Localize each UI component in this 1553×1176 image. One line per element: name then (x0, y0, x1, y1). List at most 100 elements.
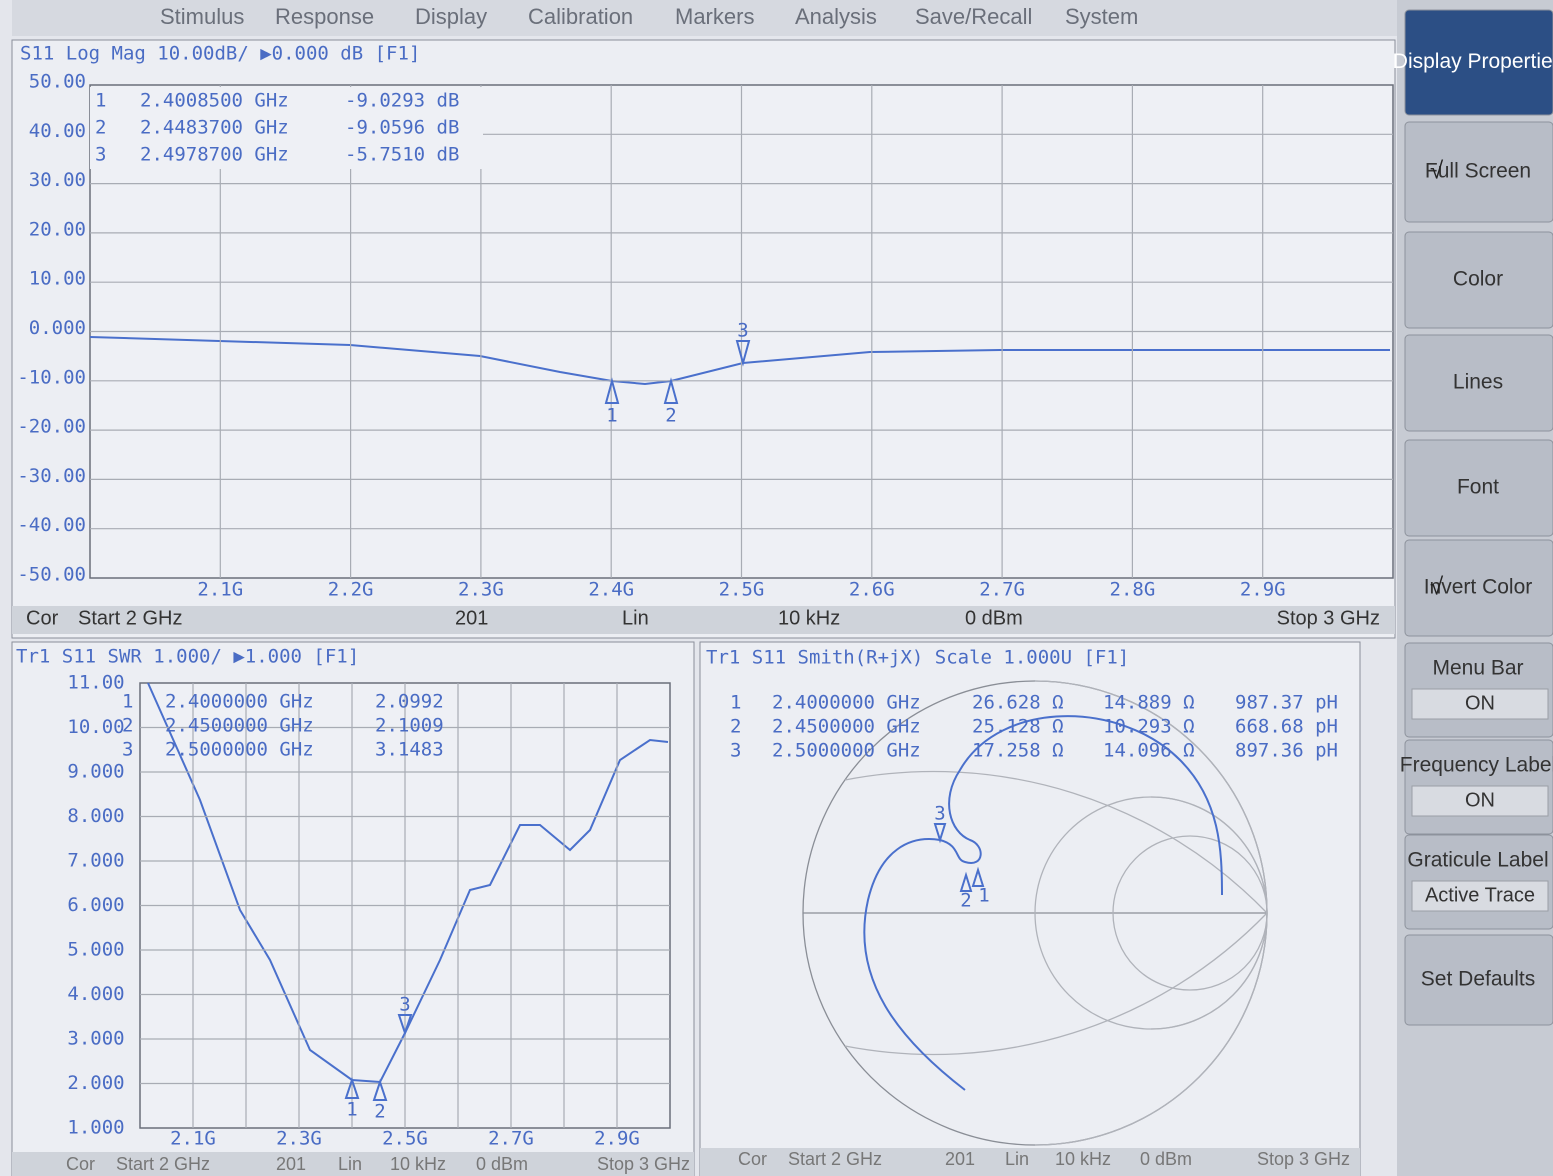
smith-status-bar (700, 1148, 1360, 1176)
marker-readout: 2.4008500 GHz (140, 90, 289, 112)
status-field: 0 dBm (1140, 1149, 1192, 1169)
menu-item: Save/Recall (915, 4, 1032, 29)
menu-item: Calibration (528, 4, 633, 29)
y-label: 20.00 (29, 218, 86, 240)
y-label: 11.00 (67, 672, 124, 694)
swr-trace (147, 682, 669, 1084)
y-label: 1.000 (67, 1117, 124, 1139)
top-status-bar (12, 606, 1395, 634)
status-field: 201 (455, 607, 488, 629)
menu-item: Analysis (795, 4, 877, 29)
status-field: Start 2 GHz (78, 607, 182, 629)
softkey[interactable] (1404, 231, 1553, 329)
marker-readout: 2.4500000 GHz (165, 715, 314, 737)
softkey[interactable] (1404, 121, 1553, 223)
x-label: 2.7G (488, 1128, 534, 1150)
menu-item: Stimulus (160, 4, 244, 29)
marker-readout: 26.628 Ω (972, 692, 1064, 714)
menu-bar (12, 0, 1397, 36)
swr-status-bar (12, 1152, 694, 1176)
x-label: 2.5G (382, 1128, 428, 1150)
marker-symbol (344, 1076, 360, 1099)
marker-readout: 14.889 Ω (1103, 692, 1195, 714)
marker-readout: 2 (122, 715, 133, 737)
marker-readout: 2.0992 (375, 691, 444, 713)
status-field: Cor (66, 1154, 95, 1174)
marker-readout: 668.68 pH (1235, 716, 1338, 738)
marker-table (90, 87, 483, 169)
marker-symbol (663, 377, 679, 404)
marker-readout: 2.4483700 GHz (140, 117, 289, 139)
y-label: -10.00 (17, 366, 86, 388)
marker-symbol (933, 823, 947, 844)
softkey[interactable] (1404, 439, 1553, 537)
marker-readout: 2.4978700 GHz (140, 144, 289, 166)
marker-readout: 10.293 Ω (1103, 716, 1195, 738)
softkey[interactable] (1404, 334, 1553, 432)
marker-readout: 2.4000000 GHz (772, 692, 921, 714)
x-label: 2.8G (1110, 579, 1156, 601)
marker-readout: 3 (730, 740, 741, 762)
marker-readout: 17.258 Ω (972, 740, 1064, 762)
y-label: 7.000 (67, 850, 124, 872)
marker-readout: 2.1009 (375, 715, 444, 737)
softkey-label: Color (1453, 268, 1503, 291)
smith-panel (699, 641, 1361, 1176)
y-label: 8.000 (67, 805, 124, 827)
x-label: 2.3G (458, 579, 504, 601)
marker-readout: 2.4500000 GHz (772, 716, 921, 738)
x-label: 2.2G (328, 579, 374, 601)
softkey-value: ON (1465, 692, 1495, 714)
status-field: 201 (945, 1149, 975, 1169)
x-label: 2.5G (719, 579, 765, 601)
softkey-value: Active Trace (1425, 884, 1535, 906)
y-label: 30.00 (29, 169, 86, 191)
status-field: Cor (738, 1149, 767, 1169)
menu-item-hit[interactable] (12, 0, 1397, 36)
marker-readout: 2.4000000 GHz (165, 691, 314, 713)
status-field: Cor (26, 607, 59, 629)
softkey (1404, 9, 1553, 116)
status-field: 10 kHz (778, 607, 840, 629)
x-label: 2.1G (197, 579, 243, 601)
status-field: 0 dBm (476, 1154, 528, 1174)
x-label: 2.9G (594, 1128, 640, 1150)
y-label: -50.00 (17, 564, 86, 586)
status-field: Start 2 GHz (116, 1154, 210, 1174)
status-field: Stop 3 GHz (1257, 1149, 1350, 1169)
y-label: 10.00 (67, 716, 124, 738)
marker-symbol (959, 871, 973, 892)
marker-readout: 2 (730, 716, 741, 738)
marker-tag: 3 (934, 803, 945, 825)
softkey[interactable] (1404, 539, 1553, 637)
y-label: -20.00 (17, 416, 86, 438)
marker-readout: -5.7510 dB (345, 144, 459, 166)
softkey-label: Set Defaults (1421, 968, 1535, 991)
status-field: 201 (276, 1154, 306, 1174)
softkey-check: √ (1430, 157, 1444, 184)
marker-readout: 3 (122, 739, 133, 761)
smith-chart (802, 680, 1268, 1146)
marker-tag: 1 (346, 1099, 357, 1121)
status-field: Stop 3 GHz (1277, 607, 1380, 629)
marker-readout: 987.37 pH (1235, 692, 1338, 714)
marker-tag: 2 (665, 405, 676, 427)
softkey-value: ON (1465, 789, 1495, 811)
softkey[interactable] (1404, 934, 1553, 1026)
softkey-check: √ (1430, 573, 1444, 600)
status-field: Lin (338, 1154, 362, 1174)
marker-tag: 3 (399, 994, 410, 1016)
softkey-value-box (1411, 785, 1549, 817)
status-field: 10 kHz (390, 1154, 446, 1174)
marker-tag: 2 (374, 1101, 385, 1123)
menu-item: System (1065, 4, 1138, 29)
smith-trace (863, 715, 1223, 1091)
softkey-label: Display Properties (1393, 50, 1553, 73)
softkey-label: Invert Color (1424, 576, 1533, 599)
x-label: 2.1G (170, 1128, 216, 1150)
x-label: 2.9G (1240, 579, 1286, 601)
status-field: Lin (622, 607, 649, 629)
marker-tag: 1 (978, 885, 989, 907)
x-label: 2.6G (849, 579, 895, 601)
